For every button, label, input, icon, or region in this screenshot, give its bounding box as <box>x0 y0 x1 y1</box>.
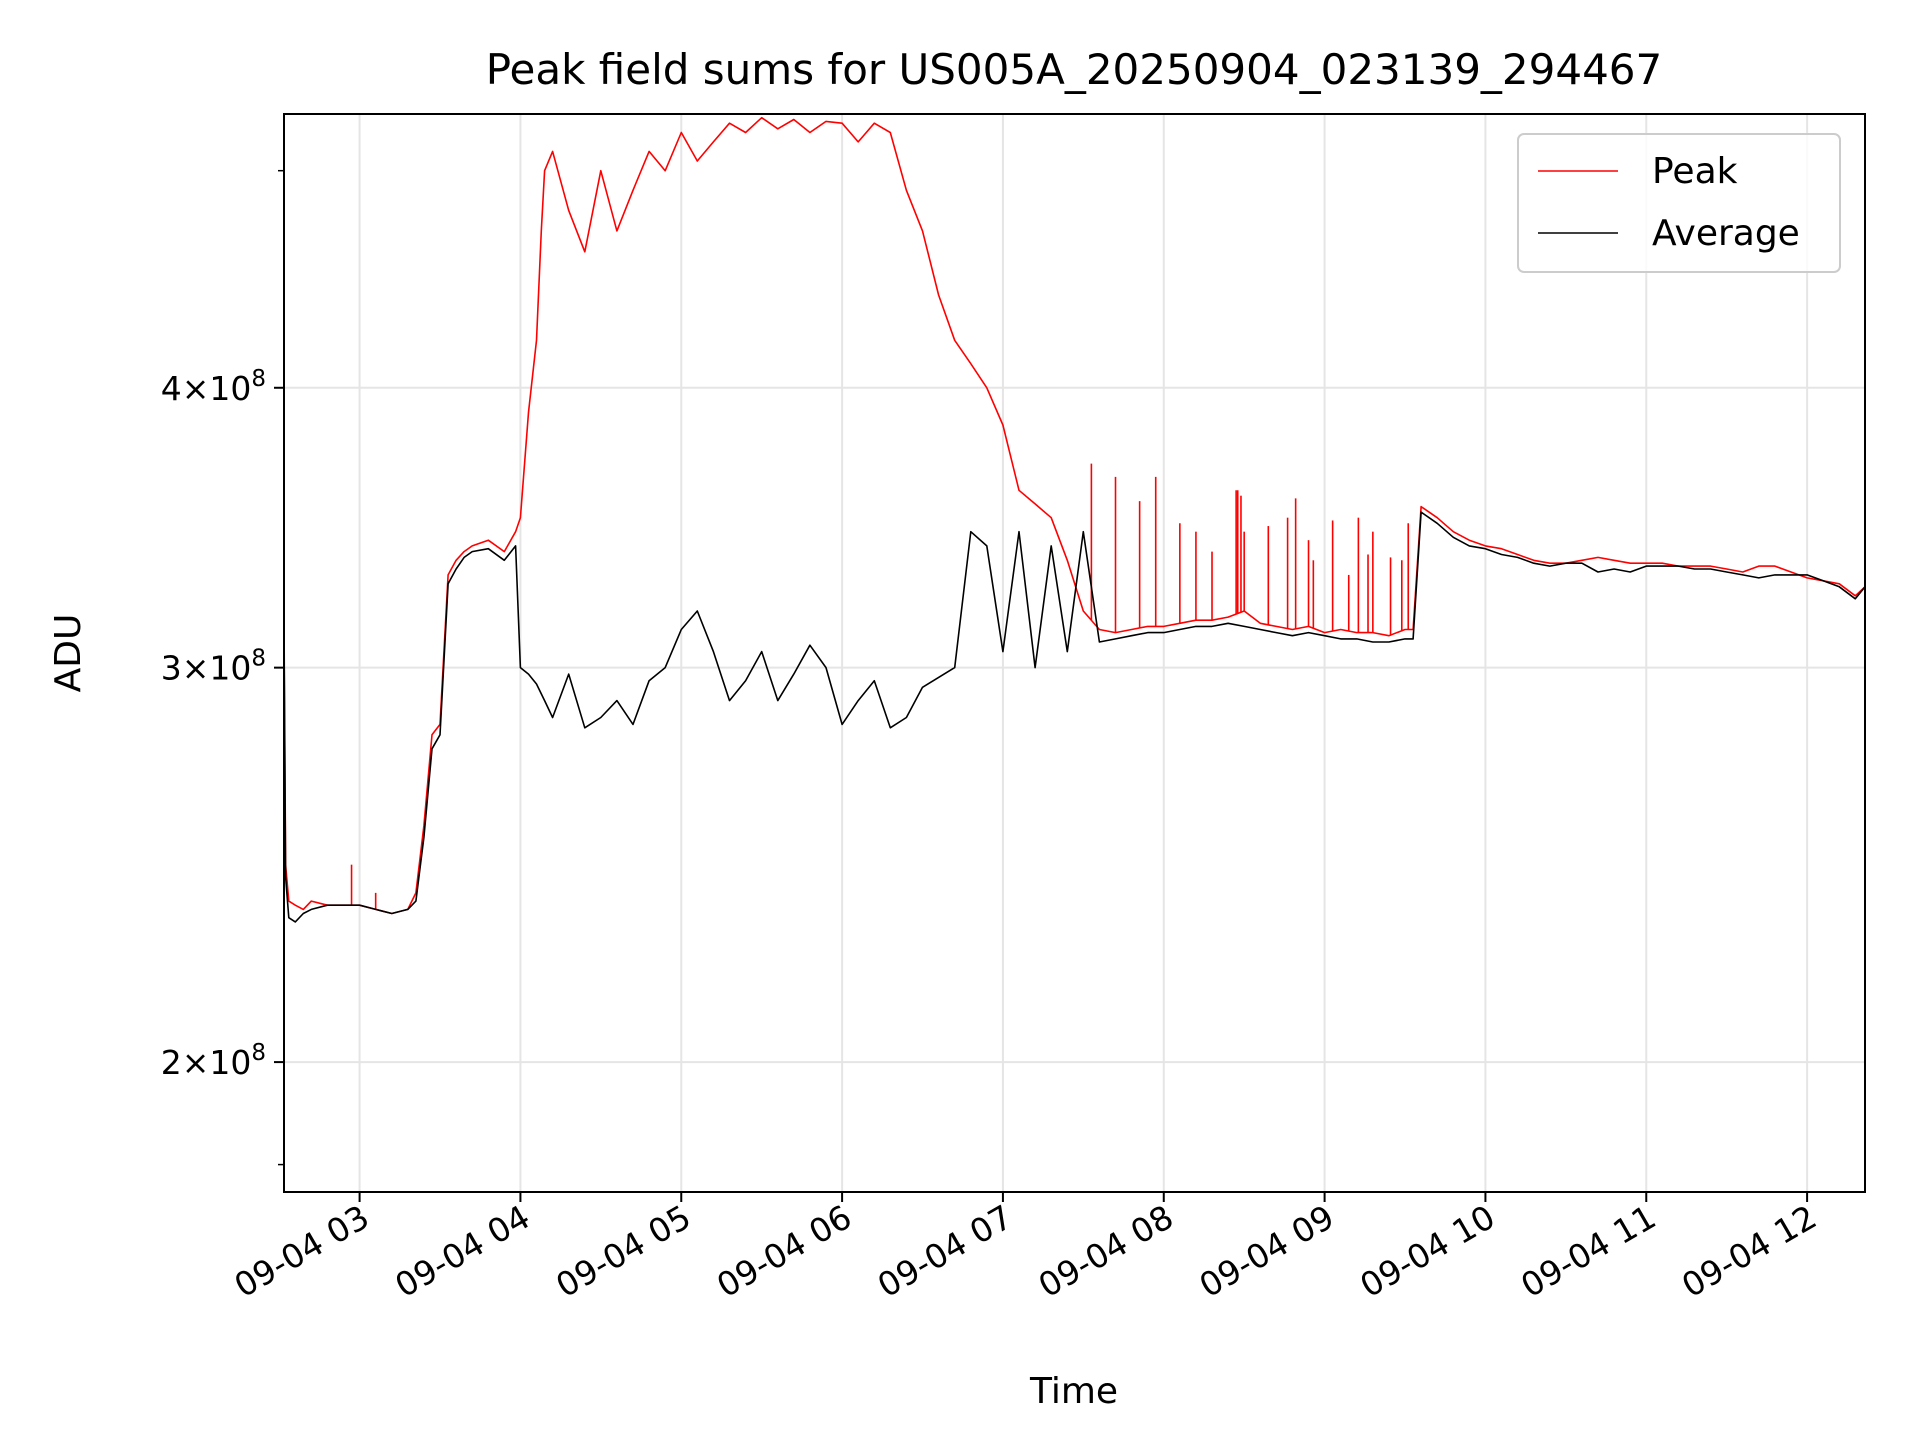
chart-title: Peak field sums for US005A_20250904_0231… <box>486 45 1663 94</box>
plot-area <box>284 116 1865 923</box>
legend-average-label: Average <box>1652 213 1800 254</box>
x-axis-title: Time <box>1029 1371 1118 1412</box>
legend: Peak Average <box>1517 133 1841 273</box>
legend-box <box>1517 133 1841 273</box>
y-tick-label: 2×108 <box>161 1040 266 1082</box>
legend-peak-label: Peak <box>1652 151 1738 192</box>
y-axis: 2×108 3×108 4×108 <box>161 169 284 1166</box>
series-line-average <box>284 511 1865 923</box>
plot-frame <box>283 113 1866 1193</box>
y-axis-title: ADU <box>48 614 89 693</box>
y-tick-label: 4×108 <box>161 366 266 408</box>
series-line-peak <box>284 116 1865 915</box>
y-tick-label: 3×108 <box>161 646 266 688</box>
